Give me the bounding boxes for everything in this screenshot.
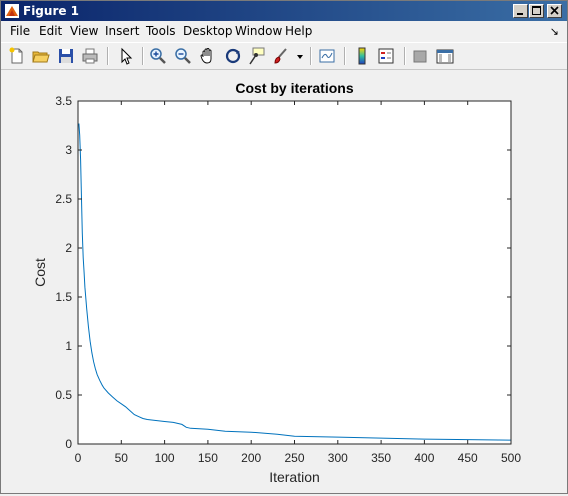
menu-insert[interactable]: Insert: [105, 24, 140, 38]
menu-tools[interactable]: Tools: [146, 24, 176, 38]
toolbar-separator: [404, 47, 406, 65]
y-tick-label: 1: [65, 339, 72, 353]
open-file-icon[interactable]: [31, 46, 51, 66]
chart-title: Cost by iterations: [235, 80, 353, 96]
toolbar-separator: [310, 47, 312, 65]
brush-icon[interactable]: [271, 46, 291, 66]
x-tick-label: 50: [115, 451, 129, 465]
show-plot-tools-icon[interactable]: [435, 46, 455, 66]
x-tick-label: 150: [198, 451, 218, 465]
pointer-icon[interactable]: [116, 46, 136, 66]
print-icon[interactable]: [80, 46, 100, 66]
data-line: [78, 123, 512, 441]
zoom-out-icon[interactable]: [173, 46, 193, 66]
rotate-3d-icon[interactable]: [223, 46, 243, 66]
close-icon: [550, 6, 559, 15]
menu-desktop[interactable]: Desktop: [183, 24, 233, 38]
toolbar-separator: [142, 47, 144, 65]
menu-bar: File Edit View Insert Tools Desktop Wind…: [1, 22, 567, 40]
close-button[interactable]: [547, 4, 562, 18]
y-tick-label: 1.5: [55, 290, 72, 304]
title-bar[interactable]: Figure 1: [1, 1, 567, 21]
dock-arrow-icon[interactable]: ↘: [549, 26, 559, 38]
menu-edit[interactable]: Edit: [39, 24, 63, 38]
y-tick-label: 2: [65, 241, 72, 255]
y-axis-label: Cost: [32, 258, 48, 287]
x-tick-label: 250: [284, 451, 304, 465]
x-tick-label: 100: [155, 451, 175, 465]
legend-icon[interactable]: [376, 46, 396, 66]
x-tick-label: 300: [328, 451, 348, 465]
maximize-button[interactable]: [529, 4, 544, 18]
window-title: Figure 1: [23, 4, 80, 18]
menu-view[interactable]: View: [70, 24, 99, 38]
menu-file[interactable]: File: [10, 24, 31, 38]
x-tick-label: 500: [501, 451, 521, 465]
colorbar-icon[interactable]: [352, 46, 372, 66]
toolbar-separator: [107, 47, 109, 65]
x-tick-label: 350: [371, 451, 391, 465]
y-tick-label: 0: [65, 437, 72, 451]
x-tick-label: 400: [414, 451, 434, 465]
y-tick-label: 3.5: [55, 94, 72, 108]
matlab-app-icon: [5, 4, 19, 18]
link-plot-icon[interactable]: [317, 46, 337, 66]
zoom-in-icon[interactable]: [148, 46, 168, 66]
y-tick-label: 0.5: [55, 388, 72, 402]
x-tick-label: 0: [75, 451, 82, 465]
menu-help[interactable]: Help: [285, 24, 313, 38]
x-tick-label: 200: [241, 451, 261, 465]
axes-background: [78, 101, 511, 444]
brush-dropdown-icon[interactable]: [296, 54, 304, 60]
data-cursor-icon[interactable]: [247, 46, 267, 66]
pan-icon[interactable]: [198, 46, 218, 66]
minimize-button[interactable]: [513, 4, 528, 18]
hide-plot-tools-icon[interactable]: [410, 46, 430, 66]
plot-svg[interactable]: 0 50 100 150 200 250 300 350 400 450 500 0 0.5 1 1.5 2 2…: [1, 70, 567, 493]
figure-canvas[interactable]: 0 50 100 150 200 250 300 350 400 450 500 0 0.5 1 1.5 2 2…: [1, 70, 567, 493]
menu-window[interactable]: Window: [235, 24, 283, 38]
y-tick-label: 3: [65, 143, 72, 157]
maximize-icon: [532, 6, 541, 15]
minimize-icon: [517, 13, 523, 15]
toolbar-separator: [344, 47, 346, 65]
save-icon[interactable]: [56, 46, 76, 66]
new-figure-icon[interactable]: [7, 46, 27, 66]
x-axis-label: Iteration: [269, 469, 320, 485]
y-tick-label: 2.5: [55, 192, 72, 206]
figure-toolbar: [1, 42, 567, 70]
x-tick-label: 450: [458, 451, 478, 465]
